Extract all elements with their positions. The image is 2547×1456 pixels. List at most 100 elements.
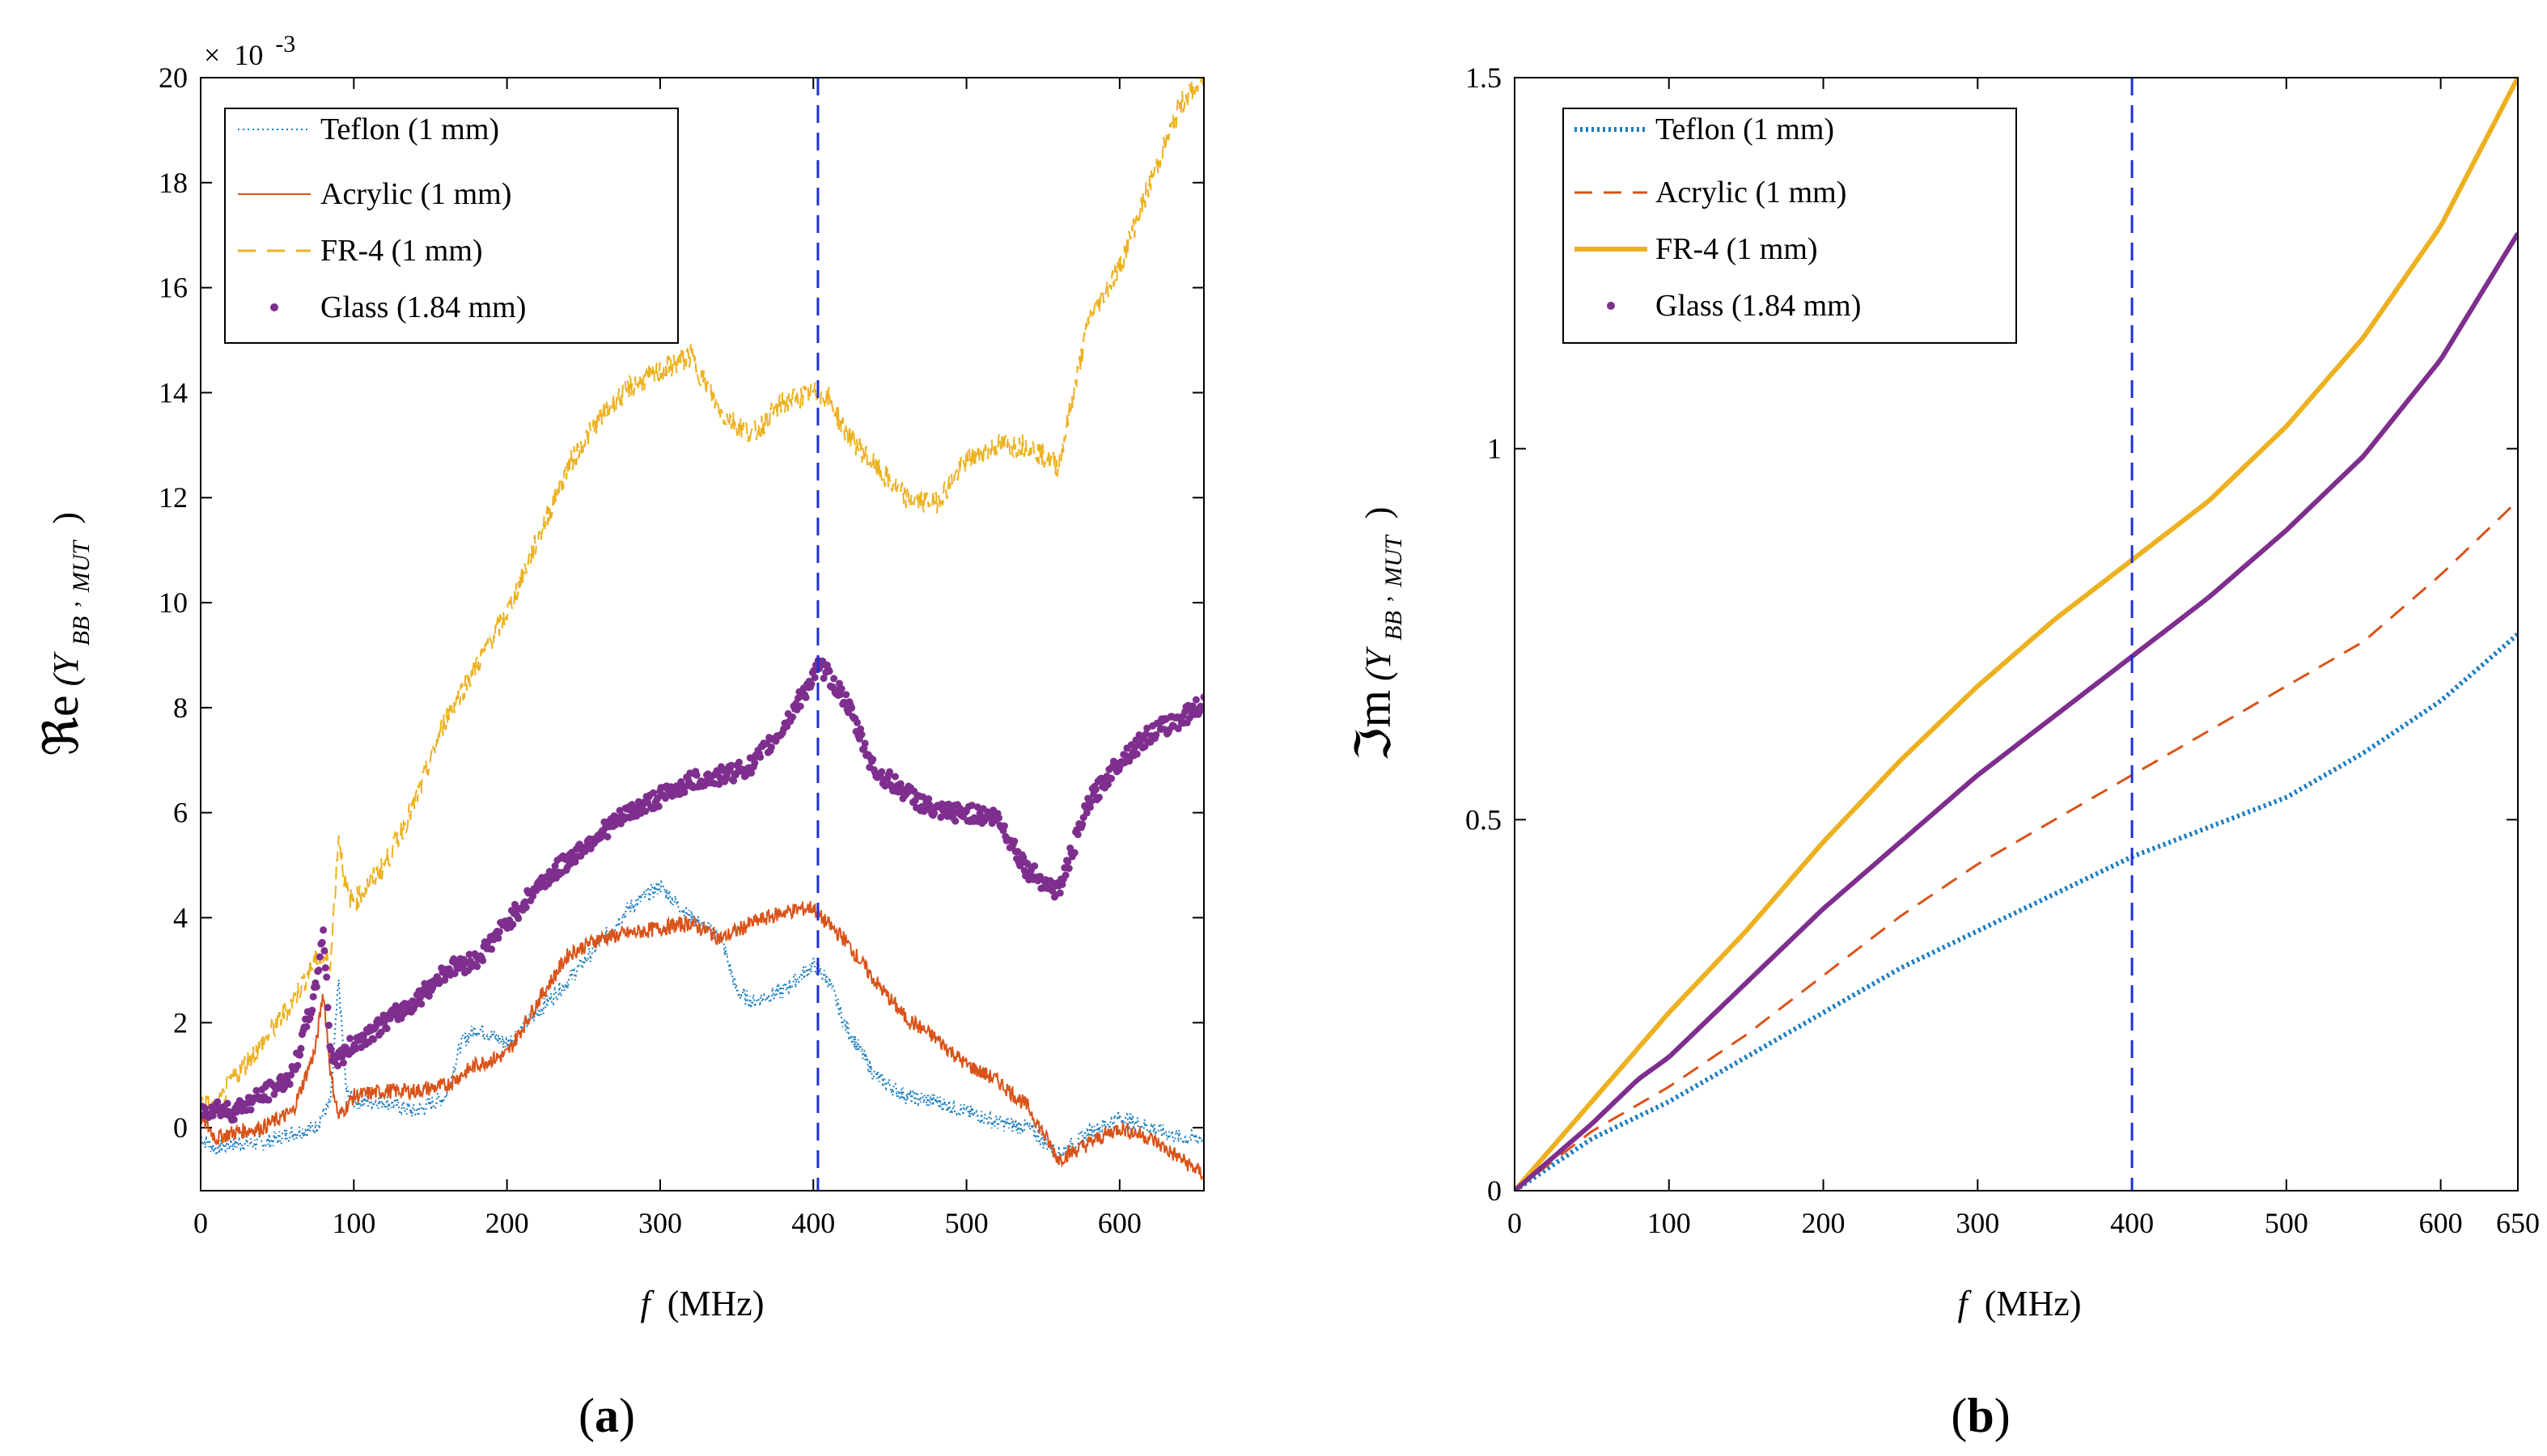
b-xtick-label: 100: [1647, 1207, 1691, 1239]
a-series-glass-point: [1131, 743, 1139, 751]
a-series-glass-point: [973, 803, 981, 811]
b-ytick-label: 1: [1487, 433, 1502, 465]
a-series-glass-point: [919, 793, 927, 801]
a-series-glass-point: [1108, 774, 1116, 782]
b-series-glass: [1515, 232, 2518, 1191]
a-series-glass-point: [1000, 822, 1008, 830]
a-series-glass-point: [649, 789, 657, 797]
chart-a-series: [201, 78, 1204, 1181]
a-ytick-label: 12: [159, 481, 188, 514]
a-series-acrylic: [201, 900, 1204, 1181]
a-series-glass-point: [1192, 696, 1200, 704]
chart-b-ylabel: ℑm (Y BB , MUT ): [1347, 507, 1409, 762]
chart-a-x-tick-labels: 0 100 200 300 400 500 600: [193, 1207, 1142, 1239]
a-series-glass-point: [680, 789, 689, 797]
a-series-glass-point: [323, 973, 331, 981]
a-series-glass-point: [417, 1000, 426, 1008]
a-series-glass-point: [604, 833, 612, 840]
a-ytick-label: 14: [159, 376, 188, 408]
b-ytick-label: 1.5: [1465, 61, 1502, 94]
b-xtick-label: 200: [1802, 1207, 1846, 1239]
a-series-glass-point: [316, 953, 324, 961]
a-ytick-label: 6: [173, 797, 188, 829]
a-xtick-label: 300: [638, 1207, 682, 1239]
a-series-glass-point: [1133, 750, 1141, 758]
a-series-teflon: [201, 879, 1204, 1163]
a-series-glass-point: [370, 1035, 378, 1043]
a-xtick-label: 100: [332, 1207, 375, 1239]
chart-a-ylabel: ℜe (Y BB , MUT ): [35, 512, 97, 756]
a-series-glass-point: [334, 1062, 341, 1070]
a-series-glass-point: [346, 1035, 354, 1043]
a-series-glass-point: [810, 667, 818, 675]
a-series-glass-point: [1058, 880, 1066, 888]
chart-b-panel-letter: b: [1967, 1389, 1994, 1442]
chart-b-legend-label-acrylic: Acrylic (1 mm): [1655, 176, 1846, 210]
a-series-glass-point: [339, 1059, 347, 1067]
a-series-glass-point: [1087, 803, 1094, 811]
a-series-glass-point: [214, 1098, 222, 1106]
chart-a-legend-label-teflon: Teflon (1 mm): [320, 112, 499, 146]
a-series-glass-point: [230, 1115, 238, 1124]
a-series-glass-point: [247, 1106, 255, 1114]
chart-a-panel-label: (a): [578, 1389, 635, 1442]
chart-b-legend-label-glass: Glass (1.84 mm): [1655, 289, 1861, 323]
a-series-glass-point: [383, 1025, 391, 1033]
a-series-glass-point: [756, 753, 765, 761]
a-series-glass-point: [1011, 837, 1019, 845]
a-series-glass-point: [309, 993, 317, 1001]
a-series-glass-point: [1023, 860, 1032, 868]
chart-b-x-tick-labels: 0 100 200 300 400 500 600 650: [1507, 1207, 2540, 1239]
a-series-glass-point: [730, 777, 738, 785]
a-series-glass-point: [926, 801, 934, 809]
chart-b-legend-label-teflon: Teflon (1 mm): [1655, 112, 1834, 146]
a-series-glass-point: [881, 782, 889, 790]
a-series-glass-point: [662, 794, 669, 802]
a-series-glass-point: [1091, 785, 1100, 794]
a-series-glass-point: [465, 950, 473, 959]
a-xtick-label: 400: [791, 1207, 835, 1239]
chart-b-y-tick-labels: 0 0.5 1 1.5: [1465, 61, 1502, 1207]
chart-b-xlabel: f (MHz): [1958, 1284, 2082, 1323]
a-ytick-label: 4: [173, 901, 188, 933]
b-xtick-label: 600: [2419, 1207, 2463, 1239]
a-series-glass-point: [321, 964, 329, 971]
a-series-glass-point: [473, 963, 481, 971]
a-series-glass-point: [286, 1080, 294, 1088]
chart-a: 0 100 200 300 400 500 600 0 2 4 6 8 10 12 14 16 18 20 × …: [35, 31, 1205, 1442]
a-series-glass-point: [693, 771, 701, 779]
chart-a-y-tick-labels: 0 2 4 6 8 10 12 14 16 18 20: [159, 61, 188, 1144]
a-series-glass-point: [937, 813, 945, 821]
a-series-glass-point: [1152, 731, 1160, 739]
a-xtick-label: 200: [485, 1207, 529, 1239]
chart-b-legend-box: [1562, 108, 2017, 344]
a-ytick-label: 0: [173, 1111, 188, 1144]
a-series-glass-point: [352, 1045, 359, 1053]
a-series-glass-point: [327, 1046, 335, 1054]
a-series-glass-point: [1070, 849, 1079, 857]
chart-a-legend-label-acrylic: Acrylic (1 mm): [320, 177, 511, 211]
b-xtick-label: 500: [2265, 1207, 2308, 1239]
b-series-teflon: [1515, 632, 2518, 1191]
a-series-glass-point: [861, 739, 869, 747]
a-series-glass-point: [303, 1022, 311, 1031]
a-series-glass-point: [270, 1090, 278, 1098]
a-series-glass-point: [748, 769, 756, 777]
a-ytick-label: 16: [159, 272, 188, 304]
chart-a-exponent: × 10 -3: [204, 31, 295, 71]
a-series-glass-point: [837, 685, 845, 692]
a-series-glass-point: [324, 1022, 333, 1029]
a-series-glass-point: [1142, 730, 1150, 738]
a-series-glass-point: [735, 758, 743, 766]
a-series-glass-point: [842, 691, 850, 699]
a-series-glass-point: [1064, 857, 1072, 866]
a-xtick-label: 600: [1098, 1207, 1142, 1239]
a-series-glass-point: [1017, 860, 1025, 868]
a-series-glass-point: [796, 702, 804, 710]
a-series-glass-point: [1200, 693, 1204, 701]
a-series-glass-point: [1062, 871, 1070, 879]
a-series-glass-point: [677, 778, 685, 785]
a-series-glass-point: [1079, 820, 1087, 828]
chart-b-series: [1515, 78, 2518, 1191]
